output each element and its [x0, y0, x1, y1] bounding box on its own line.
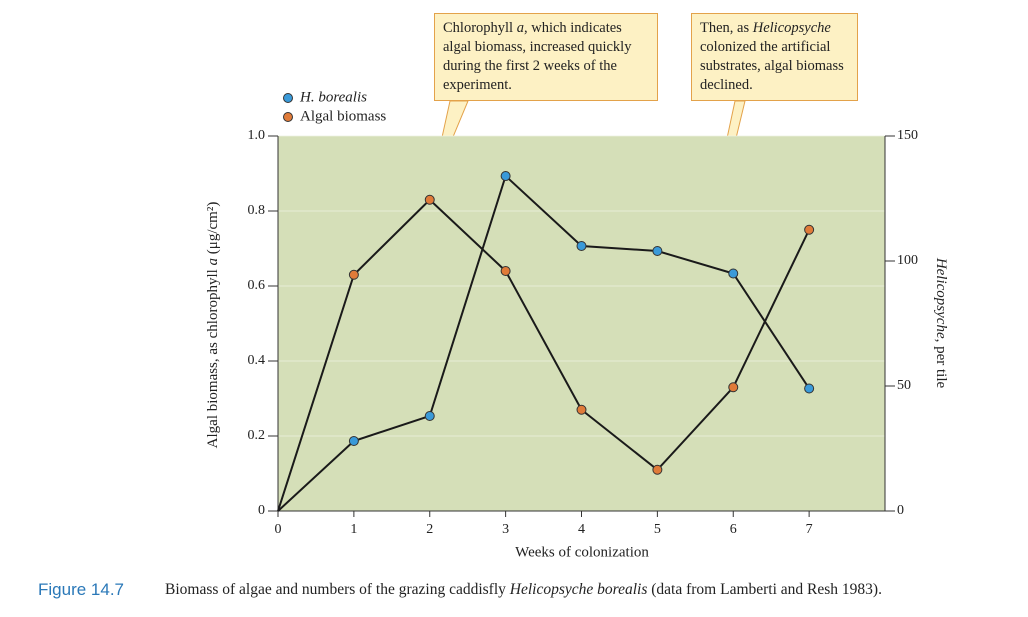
data-point [728, 268, 739, 279]
x-tick-label: 1 [350, 522, 357, 537]
series-line [277, 198, 811, 512]
data-point [728, 382, 739, 393]
y2-tick-label: 100 [897, 253, 918, 268]
x-axis-label: Weeks of colonization [515, 544, 649, 560]
data-point [500, 266, 511, 276]
text-part: colonized the artificial substrates, alg… [700, 39, 844, 93]
plot-area [278, 136, 885, 511]
data-point [424, 411, 435, 421]
x-tick-label: 7 [806, 522, 813, 537]
x-tick-label: 4 [578, 522, 585, 537]
text-part: Biomass of algae and numbers of the graz… [165, 581, 510, 598]
y2-axis-label: Helicopsyche, per tile [933, 257, 949, 389]
y-tick-label: 0.2 [248, 428, 266, 443]
label-part: a [205, 258, 221, 266]
legend-label: H. borealis [299, 89, 367, 105]
text-part: Then, as [700, 20, 753, 36]
legend-marker [283, 112, 293, 122]
label-part: , per tile [933, 339, 949, 389]
legend-marker [283, 93, 293, 103]
figure-label: Figure 14.7 [38, 580, 124, 599]
y-tick-label: 0.6 [248, 278, 266, 293]
text-part: a [516, 20, 524, 36]
y2-tick-label: 50 [897, 378, 911, 393]
data-point [652, 246, 663, 256]
x-tick-label: 0 [275, 522, 282, 537]
text-part: Helicopsyche [752, 20, 831, 36]
text-part: Chlorophyll [443, 20, 517, 36]
x-tick-label: 3 [502, 522, 509, 537]
x-tick-label: 6 [730, 522, 737, 537]
data-point [804, 224, 815, 235]
data-point [348, 269, 359, 280]
data-point [576, 241, 587, 251]
x-tick-label: 2 [426, 522, 433, 537]
text-part: (data from Lamberti and Resh 1983). [647, 581, 882, 598]
y-tick-label: 0.4 [248, 353, 266, 368]
label-part: Algal biomass, as chlorophyll [205, 265, 221, 448]
text-part: , which indicates algal biomass, increas… [443, 20, 632, 93]
y-axis-label: Algal biomass, as chlorophyll a (μg/cm²) [205, 202, 221, 449]
y2-tick-label: 150 [897, 128, 918, 143]
data-point [652, 464, 663, 475]
y-tick-label: 0 [258, 503, 265, 518]
data-point [576, 404, 587, 415]
legend-label: Algal biomass [300, 108, 386, 124]
y-tick-label: 0.8 [248, 203, 266, 218]
caption: Biomass of algae and numbers of the graz… [165, 581, 882, 599]
x-tick-label: 5 [654, 522, 661, 537]
y-tick-label: 1.0 [248, 128, 266, 143]
data-point [424, 194, 435, 205]
data-point [500, 171, 511, 181]
data-point [804, 383, 815, 394]
callout: Chlorophyll a, which indicates algal bio… [434, 13, 658, 101]
label-part: Helicopsyche [933, 257, 949, 339]
callout: Then, as Helicopsyche colonized the arti… [691, 13, 858, 101]
y2-tick-label: 0 [897, 503, 904, 518]
series-line [277, 174, 810, 512]
text-part: Helicopsyche borealis [509, 581, 648, 598]
data-point [348, 436, 359, 446]
label-part: (μg/cm²) [205, 202, 221, 258]
